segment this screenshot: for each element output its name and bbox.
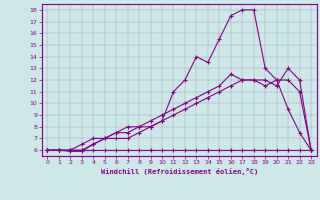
X-axis label: Windchill (Refroidissement éolien,°C): Windchill (Refroidissement éolien,°C) (100, 168, 258, 175)
